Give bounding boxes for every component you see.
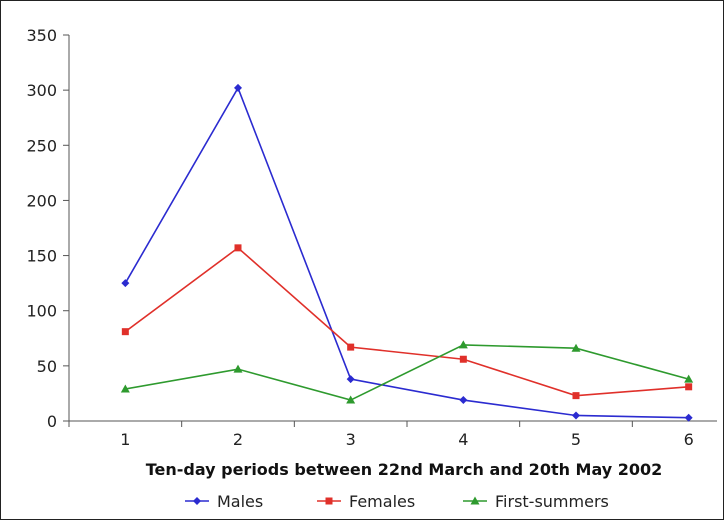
data-point [571, 343, 581, 352]
series-line [124, 86, 689, 419]
data-point [121, 279, 130, 288]
x-tick-label: 3 [346, 430, 356, 449]
data-point [121, 328, 129, 336]
y-tick-label: 300 [26, 81, 57, 100]
legend-marker [470, 496, 480, 505]
series-line [125, 344, 689, 401]
data-point [347, 343, 355, 351]
legend-label: Females [349, 492, 415, 511]
y-tick-label: 150 [26, 247, 57, 266]
series-first-summers [120, 340, 694, 404]
series-layer [120, 83, 694, 422]
x-axis-title: Ten-day periods between 22nd March and 2… [146, 460, 663, 479]
x-tick-label: 1 [120, 430, 130, 449]
data-point [234, 244, 242, 252]
y-tick-label: 100 [26, 302, 57, 321]
data-point [684, 374, 694, 383]
x-tick-label: 2 [233, 430, 243, 449]
data-point [346, 395, 356, 404]
legend-marker [193, 497, 201, 505]
data-point [572, 392, 580, 400]
legend-item: Males [185, 492, 263, 511]
y-tick-label: 250 [26, 136, 57, 155]
data-point [459, 396, 468, 405]
legend-label: Males [217, 492, 263, 511]
data-point [233, 364, 243, 373]
axes: 0 50 100 150 200 250 300 350 1 2 3 4 5 6 [26, 26, 717, 449]
series-females [121, 244, 693, 400]
y-tick-label: 350 [26, 26, 57, 45]
x-tick-label: 6 [684, 430, 694, 449]
legend-item: First-summers [463, 492, 609, 511]
series-males [121, 83, 693, 422]
y-tick-label: 50 [37, 357, 57, 376]
x-tick-label: 5 [571, 430, 581, 449]
series-line [124, 246, 689, 397]
data-point [234, 83, 242, 92]
data-point [346, 375, 355, 384]
y-tick-label: 200 [26, 191, 57, 210]
data-point [120, 384, 130, 393]
data-point [572, 411, 580, 420]
data-point [458, 340, 468, 349]
y-tick-label: 0 [47, 412, 57, 431]
data-point [684, 413, 693, 422]
data-point [685, 383, 693, 391]
legend-label: First-summers [495, 492, 609, 511]
data-point [459, 355, 467, 363]
legend-marker [325, 497, 333, 505]
legend-item: Females [317, 492, 415, 511]
x-tick-label: 4 [458, 430, 468, 449]
legend: Males Females First-summers [185, 492, 609, 511]
